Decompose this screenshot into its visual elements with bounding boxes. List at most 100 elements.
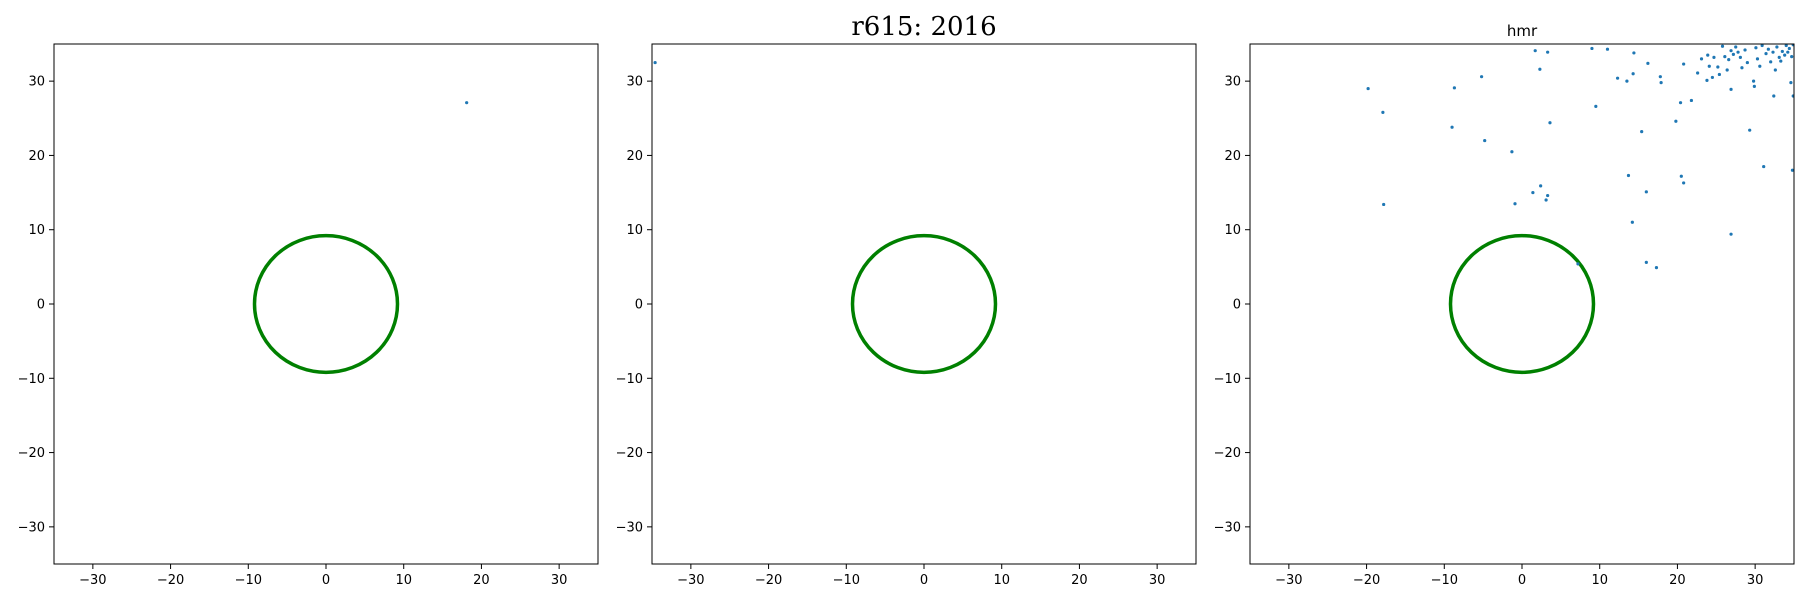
y-tick-label: −30 <box>18 520 45 535</box>
data-point <box>1450 125 1454 129</box>
data-point <box>1720 44 1725 48</box>
data-point <box>1706 53 1710 57</box>
data-point <box>1654 266 1659 270</box>
x-tick-label: 30 <box>1149 573 1166 588</box>
data-point <box>1766 47 1770 51</box>
data-point <box>1533 49 1537 53</box>
y-tick-label: −10 <box>616 372 643 387</box>
data-point <box>1546 50 1550 54</box>
reference-circle <box>850 233 998 375</box>
figure-suptitle: r615: 2016 <box>851 12 996 42</box>
data-point <box>1740 66 1744 70</box>
x-tick-label: 20 <box>1071 573 1088 588</box>
data-point <box>1640 130 1644 134</box>
data-point <box>1777 55 1781 59</box>
axes-frame <box>53 43 599 565</box>
y-tick-label: 10 <box>1224 223 1241 238</box>
data-point <box>1699 57 1704 61</box>
data-point <box>1479 75 1484 79</box>
data-point <box>1716 65 1720 69</box>
data-point <box>1366 86 1370 91</box>
data-point <box>1696 71 1700 75</box>
y-tick-label: 30 <box>28 75 45 90</box>
data-point <box>1772 94 1776 98</box>
data-point <box>1659 81 1663 85</box>
data-point <box>1513 202 1517 206</box>
data-point <box>1682 181 1686 185</box>
data-point <box>1644 260 1648 264</box>
data-point <box>1748 128 1752 132</box>
data-point <box>1754 46 1758 50</box>
data-point <box>653 60 657 65</box>
data-point <box>1381 110 1385 114</box>
data-point <box>1779 59 1783 63</box>
x-tick-label: 30 <box>551 573 568 588</box>
y-tick-label: 30 <box>1224 75 1241 90</box>
y-tick-label: −20 <box>1214 446 1241 461</box>
data-point <box>1382 202 1386 207</box>
data-point <box>1771 50 1775 54</box>
x-tick-label: 30 <box>1747 573 1764 588</box>
data-point <box>1758 64 1762 68</box>
y-tick-label: 20 <box>1224 149 1241 164</box>
data-point <box>1658 75 1662 79</box>
data-point <box>1752 84 1756 88</box>
data-point <box>1717 72 1721 77</box>
data-point <box>1689 98 1694 103</box>
data-point <box>1631 72 1635 76</box>
y-tick-label: 0 <box>635 298 643 313</box>
x-tick-label: −10 <box>1431 573 1458 588</box>
data-point <box>1745 60 1749 65</box>
data-point <box>1544 198 1548 202</box>
data-point <box>1707 64 1711 68</box>
data-point <box>1674 119 1678 123</box>
data-point <box>1725 68 1729 72</box>
data-point <box>1710 75 1714 80</box>
data-point <box>1678 101 1683 105</box>
axes-frame <box>651 43 1197 565</box>
y-tick-label: 30 <box>626 75 643 90</box>
data-point <box>1452 86 1456 90</box>
data-point <box>1682 62 1686 66</box>
y-tick-label: −10 <box>18 372 45 387</box>
data-point <box>1790 168 1794 172</box>
subplot-title: hmr <box>1507 22 1538 40</box>
data-point <box>1576 262 1580 266</box>
axes-frame <box>1249 43 1795 565</box>
data-point <box>1546 193 1550 198</box>
data-point <box>1712 55 1716 59</box>
x-tick-label: −30 <box>677 573 704 588</box>
data-point <box>1729 87 1733 91</box>
data-point <box>1705 78 1709 82</box>
y-tick-label: −10 <box>1214 372 1241 387</box>
data-point <box>1780 49 1784 54</box>
x-tick-label: 10 <box>993 573 1010 588</box>
data-point <box>1531 190 1535 195</box>
data-point <box>1727 58 1731 62</box>
data-point <box>1510 150 1514 154</box>
data-point <box>1632 51 1636 55</box>
subplot-1: −30 −20 −10 0 10 20 30 −30 −20 −10 0 10 20 30 <box>18 43 599 588</box>
data-point <box>1646 61 1650 65</box>
x-tick-label: −30 <box>1275 573 1302 588</box>
data-point <box>1538 67 1542 71</box>
data-point <box>1783 53 1787 57</box>
y-tick-label: 0 <box>37 298 45 313</box>
x-tick-label: −10 <box>833 573 860 588</box>
data-point <box>1773 68 1777 72</box>
data-point <box>1791 44 1794 47</box>
data-point <box>1769 60 1773 64</box>
data-point <box>1626 173 1631 178</box>
y-tick-label: 10 <box>626 223 643 238</box>
x-tick-label: 10 <box>395 573 412 588</box>
reference-circle <box>1448 233 1596 375</box>
data-point <box>1791 94 1794 98</box>
data-point <box>1784 44 1788 48</box>
data-point <box>1786 50 1790 54</box>
data-point <box>1723 55 1727 59</box>
x-tick-label: −20 <box>755 573 782 588</box>
y-tick-label: 20 <box>28 149 45 164</box>
y-tick-label: −30 <box>616 520 643 535</box>
data-point <box>1751 79 1756 83</box>
